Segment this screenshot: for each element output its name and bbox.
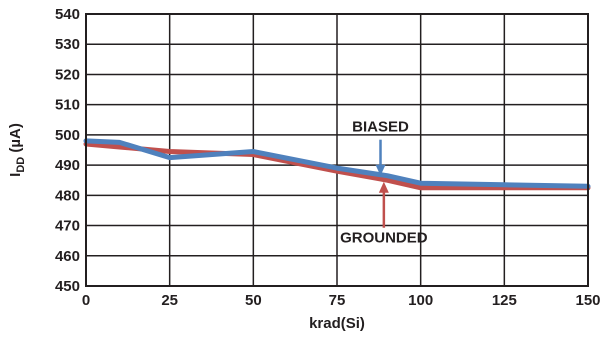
y-axis-label-unit: (µA): [7, 123, 24, 157]
y-axis-label: IDD (µA): [7, 123, 27, 177]
x-tick-label: 150: [575, 292, 600, 309]
series-line-biased: [83, 138, 591, 189]
y-tick-label: 480: [55, 187, 80, 204]
y-tick-label: 470: [55, 218, 80, 235]
y-tick-label: 490: [55, 157, 80, 174]
annotations: BIASED GROUNDED: [340, 119, 428, 247]
x-tick-label: 100: [408, 292, 433, 309]
annotation-grounded: GROUNDED: [340, 230, 428, 247]
x-axis-label: krad(Si): [309, 315, 365, 332]
y-tick-label: 450: [55, 278, 80, 295]
y-axis-label-sub: DD: [15, 157, 27, 173]
plot-frame: [85, 13, 589, 287]
x-tick-label: 25: [161, 292, 178, 309]
y-tick-label: 520: [55, 66, 80, 83]
annotation-biased: BIASED: [352, 119, 409, 136]
y-tick-label: 460: [55, 248, 80, 265]
series-lines: [83, 138, 591, 191]
y-tick-label: 500: [55, 127, 80, 144]
annotation-arrowhead-biased: [375, 164, 386, 176]
y-tick-label: 530: [55, 36, 80, 53]
y-axis-label-main: I: [7, 173, 24, 177]
y-tick-labels: 450 460 470 480 490 500 510 520 530 540: [55, 6, 80, 295]
annotation-arrowhead-grounded: [378, 181, 389, 193]
x-tick-label: 0: [82, 292, 90, 309]
x-tick-label: 75: [329, 292, 346, 309]
x-tick-labels: 0 25 50 75 100 125 150: [82, 292, 601, 309]
x-tick-label: 125: [492, 292, 517, 309]
x-tick-label: 50: [245, 292, 262, 309]
y-tick-label: 510: [55, 97, 80, 114]
y-tick-label: 540: [55, 6, 80, 23]
